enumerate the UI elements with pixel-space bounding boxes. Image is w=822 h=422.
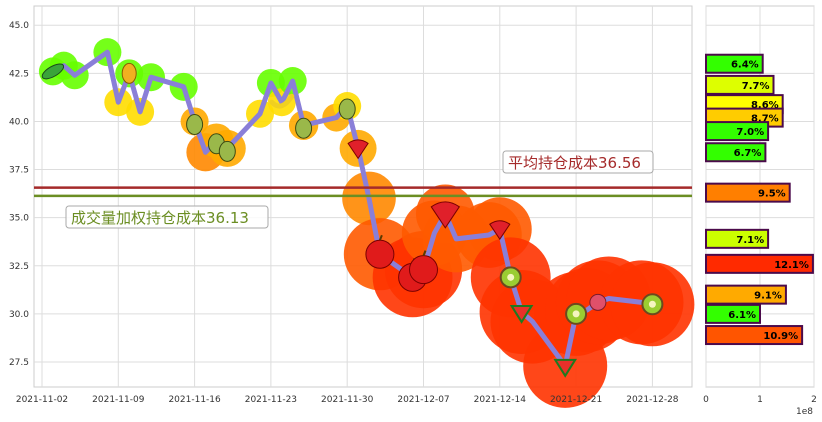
volume-bar	[705, 303, 761, 324]
volume-bar-label: 12.1%	[774, 260, 809, 271]
volume-bar-label: 9.1%	[754, 291, 782, 302]
volume-bar-label: 7.1%	[736, 235, 764, 246]
apple-stem-icon	[422, 250, 427, 256]
volume-bar-label: 9.5%	[758, 189, 786, 200]
y-tick-label: 42.5	[9, 69, 29, 79]
kiwi-core-icon	[648, 300, 656, 308]
y-tick-label: 35.0	[9, 214, 29, 224]
volume-bar-label: 7.0%	[736, 127, 764, 138]
x-tick-label: 2021-11-30	[321, 395, 374, 405]
y-tick-label: 32.5	[9, 262, 29, 272]
pea-pod-icon	[41, 63, 65, 80]
pear-icon	[218, 140, 236, 162]
strawberry-icon	[489, 220, 511, 241]
apple-icon	[409, 255, 438, 285]
volume-bar-label: 8.7%	[751, 114, 779, 125]
kiwi-core-icon	[572, 310, 580, 318]
volume-bar	[705, 253, 814, 274]
volume-bar	[705, 284, 787, 305]
pear-icon	[338, 98, 356, 120]
x-tick-label: 2021-12-21	[550, 395, 602, 405]
cost-lines: 平均持仓成本36.56 成交量加权持仓成本36.13	[34, 150, 692, 229]
pear-icon	[295, 117, 313, 139]
volume-bar-label: 7.7%	[742, 81, 770, 92]
volume-bar-label: 10.9%	[763, 331, 798, 342]
cost-annotation-box	[502, 150, 654, 174]
strawberry-icon	[347, 139, 369, 160]
side-x-tick-label: 2	[811, 395, 817, 405]
x-tick-label: 2021-11-16	[168, 395, 221, 405]
fruit-markers	[41, 62, 664, 378]
cost-annotation-box	[65, 205, 269, 229]
x-tick-label: 2021-12-07	[397, 395, 449, 405]
apple-icon	[365, 239, 395, 269]
banana-icon	[269, 93, 295, 109]
kiwi-core-icon	[507, 273, 515, 281]
side-axis-ticks: 0 1 2 1e8	[703, 395, 817, 417]
x-tick-label: 2021-11-09	[92, 395, 145, 405]
pear-icon	[186, 113, 204, 135]
volume-bar	[705, 182, 791, 203]
volume-bar	[705, 325, 804, 346]
pineapple-icon	[121, 62, 137, 84]
strawberry-icon	[430, 201, 460, 229]
volume-bar-label: 6.4%	[731, 60, 759, 71]
volume-bar-label: 6.7%	[734, 148, 762, 159]
watermelon-icon	[509, 304, 534, 324]
volume-bar	[705, 228, 770, 249]
cost-annotation-label: 成交量加权持仓成本36.13	[71, 209, 249, 227]
side-x-tick-label: 1	[757, 395, 763, 405]
apple-stem-icon	[378, 234, 383, 241]
main-axis-ticks: 27.5 30.0 32.5 35.0 37.5 40.0 42.5 45.0 2021-11-…	[9, 21, 679, 405]
volume-bar	[705, 121, 770, 142]
side-x-tick-label: 0	[703, 395, 709, 405]
watermelon-icon	[553, 358, 578, 378]
volume-bar-label: 6.1%	[728, 310, 756, 321]
side-x-multiplier: 1e8	[796, 407, 813, 417]
volume-bar	[705, 53, 764, 74]
y-tick-label: 40.0	[9, 117, 29, 127]
x-tick-label: 2021-12-28	[626, 395, 679, 405]
x-tick-label: 2021-12-14	[474, 395, 527, 405]
cost-annotation-label: 平均持仓成本36.56	[508, 154, 641, 172]
price-line	[50, 49, 655, 369]
x-tick-label: 2021-11-02	[16, 395, 68, 405]
y-tick-label: 30.0	[9, 310, 29, 320]
y-tick-label: 27.5	[9, 358, 29, 368]
x-tick-label: 2021-11-23	[245, 395, 297, 405]
y-tick-label: 37.5	[9, 166, 29, 176]
price-series-line	[50, 49, 655, 369]
volume-bar	[705, 74, 775, 95]
radish-icon	[589, 293, 607, 311]
volume-bars: 6.4% 7.7% 8.6% 8.7% 7.0% 6.7% 9.5% 7.1% 12.1% 9.1…	[705, 53, 814, 346]
y-tick-label: 45.0	[9, 21, 29, 31]
volume-bar-label: 8.6%	[751, 100, 779, 111]
volume-bar	[705, 142, 767, 163]
